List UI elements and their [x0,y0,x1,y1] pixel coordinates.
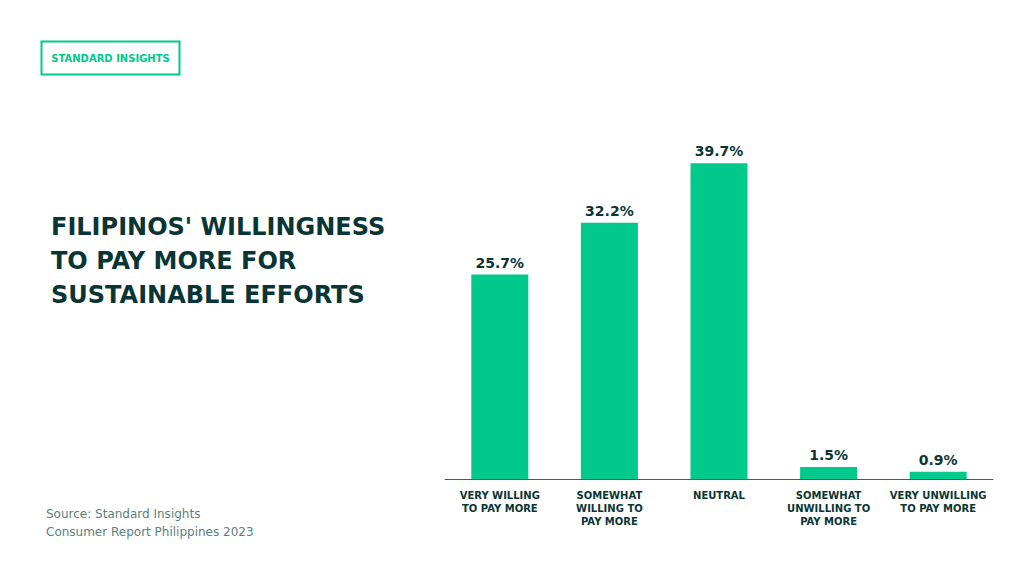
svg-text:PAY MORE: PAY MORE [581,516,638,527]
svg-text:SOMEWHAT: SOMEWHAT [796,490,862,501]
svg-text:TO PAY MORE FOR: TO PAY MORE FOR [51,247,296,275]
svg-text:SUSTAINABLE EFFORTS: SUSTAINABLE EFFORTS [51,281,365,309]
svg-text:UNWILLING TO: UNWILLING TO [787,503,870,514]
svg-text:TO PAY MORE: TO PAY MORE [900,503,976,514]
svg-text:WILLING TO: WILLING TO [576,503,643,514]
svg-text:32.2%: 32.2% [585,203,634,219]
svg-text:TO PAY MORE: TO PAY MORE [462,503,538,514]
svg-text:VERY WILLING: VERY WILLING [460,490,540,501]
svg-text:PAY MORE: PAY MORE [800,516,857,527]
svg-text:FILIPINOS' WILLINGNESS: FILIPINOS' WILLINGNESS [51,213,385,241]
svg-text:STANDARD INSIGHTS: STANDARD INSIGHTS [51,53,170,64]
svg-text:1.5%: 1.5% [809,447,848,463]
svg-text:39.7%: 39.7% [695,143,744,159]
svg-text:Source: Standard Insights: Source: Standard Insights [46,507,200,521]
svg-text:0.9%: 0.9% [919,452,958,468]
svg-text:NEUTRAL: NEUTRAL [693,490,746,501]
svg-text:SOMEWHAT: SOMEWHAT [577,490,643,501]
svg-text:Consumer Report Philippines 20: Consumer Report Philippines 2023 [46,525,254,539]
svg-text:VERY UNWILLING: VERY UNWILLING [890,490,987,501]
svg-text:25.7%: 25.7% [476,255,525,271]
